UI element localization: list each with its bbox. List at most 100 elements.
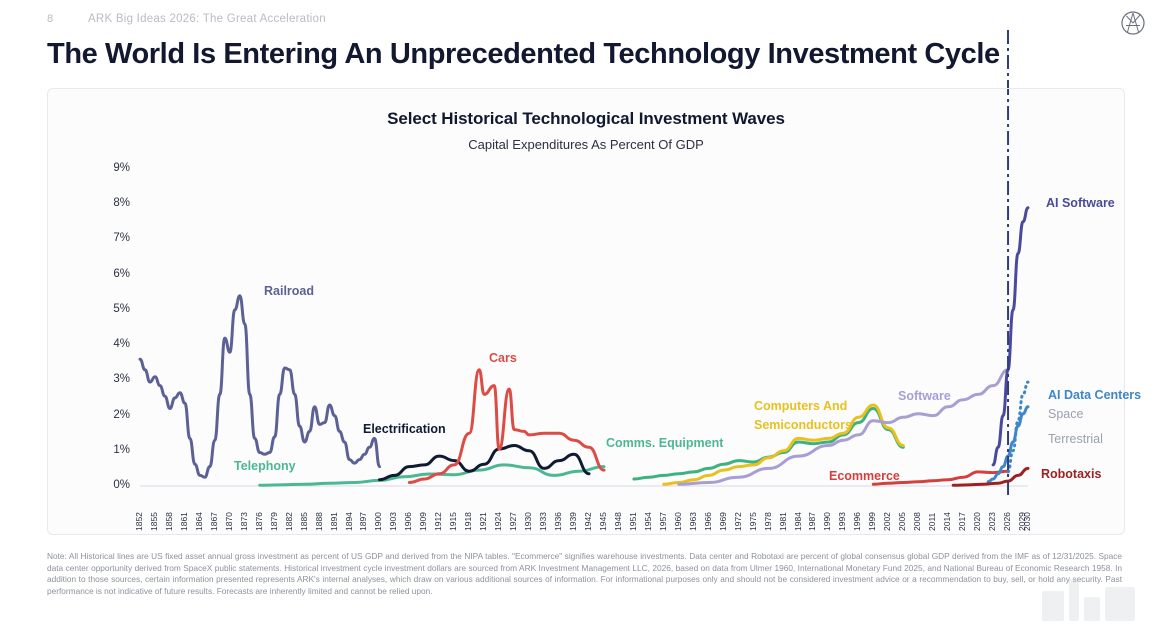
y-tick-label: 8% (113, 197, 130, 210)
x-tick-label: 1945 (597, 512, 608, 531)
series-label-robotaxis: Robotaxis (1041, 467, 1102, 481)
x-tick-label: 1921 (478, 512, 489, 531)
chart-card: Select Historical Technological Investme… (47, 88, 1141, 536)
y-axis-labels: 0% 1% 2% 3% 4% 5% 6% 7% 8% 9% (48, 89, 1126, 536)
series-line-ai-software (991, 206, 1030, 467)
y-tick-label: 0% (113, 479, 130, 491)
series-label-ai-data-centers: AI Data Centers (1048, 388, 1142, 402)
x-tick-label: 1897 (358, 512, 369, 531)
x-tick-label: 1900 (373, 512, 384, 531)
x-tick-label: 1996 (852, 512, 863, 531)
chart-subtitle: Capital Expenditures As Percent Of GDP (468, 137, 704, 152)
y-tick-label: 7% (113, 232, 130, 245)
x-tick-label: 1987 (807, 512, 818, 531)
x-tick-label: 1909 (418, 512, 429, 531)
footnote-text: Note: All Historical lines are US fixed … (47, 551, 1122, 596)
series-label-railroad: Railroad (264, 284, 315, 298)
series-line-software (677, 368, 1010, 486)
y-tick-label: 5% (113, 302, 130, 315)
plot-area: 0% 1% 2% 3% 4% 5% 6% 7% 8% 9% 1852 1855 1858 1861 186… (48, 89, 1141, 536)
series-label-telephony: Telephony (234, 459, 296, 473)
x-tick-label: 1978 (762, 512, 773, 531)
x-tick-label: 1951 (627, 512, 638, 531)
x-tick-label: 1879 (268, 512, 279, 531)
y-tick-label: 2% (113, 408, 130, 421)
x-tick-label: 1870 (223, 512, 234, 531)
x-tick-label: 1948 (612, 512, 623, 531)
y-tick-label: 4% (113, 338, 130, 351)
x-tick-label: 1975 (747, 512, 758, 531)
y-tick-label: 6% (113, 267, 130, 280)
series-line-computers-and-semiconductors (662, 403, 905, 486)
series-label-ecommerce: Ecommerce (829, 469, 900, 483)
y-tick-label: 9% (113, 162, 130, 174)
series-line-railroad (138, 294, 381, 479)
x-tick-label: 1864 (193, 512, 204, 531)
series-label-cars: Cars (489, 351, 517, 365)
x-tick-label: 1861 (178, 512, 189, 531)
x-tick-label: 1852 (134, 512, 144, 531)
series-label-terrestrial: Terrestrial (1048, 432, 1103, 446)
series-line-robotaxis (951, 466, 1030, 487)
x-tick-label: 1990 (822, 512, 833, 531)
forecast-divider-extension (1007, 30, 1010, 88)
chart-title: Select Historical Technological Investme… (387, 109, 785, 128)
series-line-ai-data-centers-space (1006, 380, 1030, 474)
series-line-ecommerce (871, 469, 1010, 486)
x-tick-label: 1963 (687, 512, 698, 531)
page-header: 8 ARK Big Ideas 2026: The Great Accelera… (0, 0, 1170, 40)
series-line-telephony (258, 463, 606, 487)
x-tick-label: 2023 (987, 512, 998, 531)
x-tick-label: 1912 (433, 512, 444, 531)
deck-kicker: ARK Big Ideas 2026: The Great Accelerati… (88, 13, 326, 25)
x-tick-label: 1966 (702, 512, 713, 531)
y-tick-label: 1% (113, 443, 130, 456)
x-tick-label: 1915 (448, 512, 459, 531)
series-line-cars (407, 368, 606, 484)
series-label-computers-semiconductors: Computers And (754, 399, 848, 413)
x-tick-label: 2002 (882, 512, 893, 531)
x-tick-label: 1927 (508, 512, 519, 531)
x-tick-label: 1918 (463, 512, 474, 531)
series-label-ai-software: AI Software (1046, 196, 1115, 210)
series-label-software: Software (898, 389, 951, 403)
chart-svg (138, 89, 1030, 498)
x-tick-label: 2011 (927, 512, 938, 531)
page-number: 8 (47, 13, 54, 25)
x-tick-label: 1885 (298, 512, 309, 531)
x-tick-label: 1993 (837, 512, 848, 531)
x-tick-label: 2014 (942, 512, 953, 531)
x-tick-label: 2017 (957, 512, 968, 531)
x-tick-label: 1873 (238, 512, 249, 531)
x-tick-label: 2005 (897, 512, 908, 531)
x-tick-label: 2020 (972, 512, 983, 531)
x-tick-label: 1942 (582, 512, 593, 531)
x-tick-label: 1957 (657, 512, 668, 531)
x-tick-label: 1855 (148, 512, 159, 531)
x-tick-label: 1888 (313, 512, 324, 531)
ark-circular-logo (1120, 10, 1146, 36)
x-tick-label: 1960 (672, 512, 683, 531)
y-tick-label: 3% (113, 373, 130, 386)
x-tick-label: 1999 (867, 512, 878, 531)
series-label-space: Space (1048, 407, 1084, 421)
series-label-electrification: Electrification (363, 422, 446, 436)
x-tick-label: 1894 (343, 512, 354, 531)
x-axis-labels: 1852 1855 1858 1861 1864 1867 1870 1873 1876 1879… (48, 484, 1126, 534)
x-tick-label: 1882 (283, 512, 294, 531)
x-tick-label: 1891 (328, 512, 339, 531)
series-label-computers-semiconductors-2: Semiconductors (754, 418, 852, 432)
x-tick-label: 1933 (538, 512, 549, 531)
x-tick-label: 1954 (642, 512, 653, 531)
x-tick-label: 1981 (777, 512, 788, 531)
x-tick-label: 2026 (1002, 512, 1013, 531)
x-tick-label: 1903 (388, 512, 399, 531)
x-tick-label: 1858 (163, 512, 174, 531)
series-label-comms-equipment: Comms. Equipment (606, 436, 724, 450)
x-tick-label: 1936 (553, 512, 564, 531)
x-tick-label: 2008 (912, 512, 923, 531)
page-title: The World Is Entering An Unprecedented T… (47, 38, 1000, 70)
x-tick-label: 1867 (208, 512, 219, 531)
x-tick-label: 1939 (568, 512, 579, 531)
x-tick-label: 1924 (493, 512, 504, 531)
